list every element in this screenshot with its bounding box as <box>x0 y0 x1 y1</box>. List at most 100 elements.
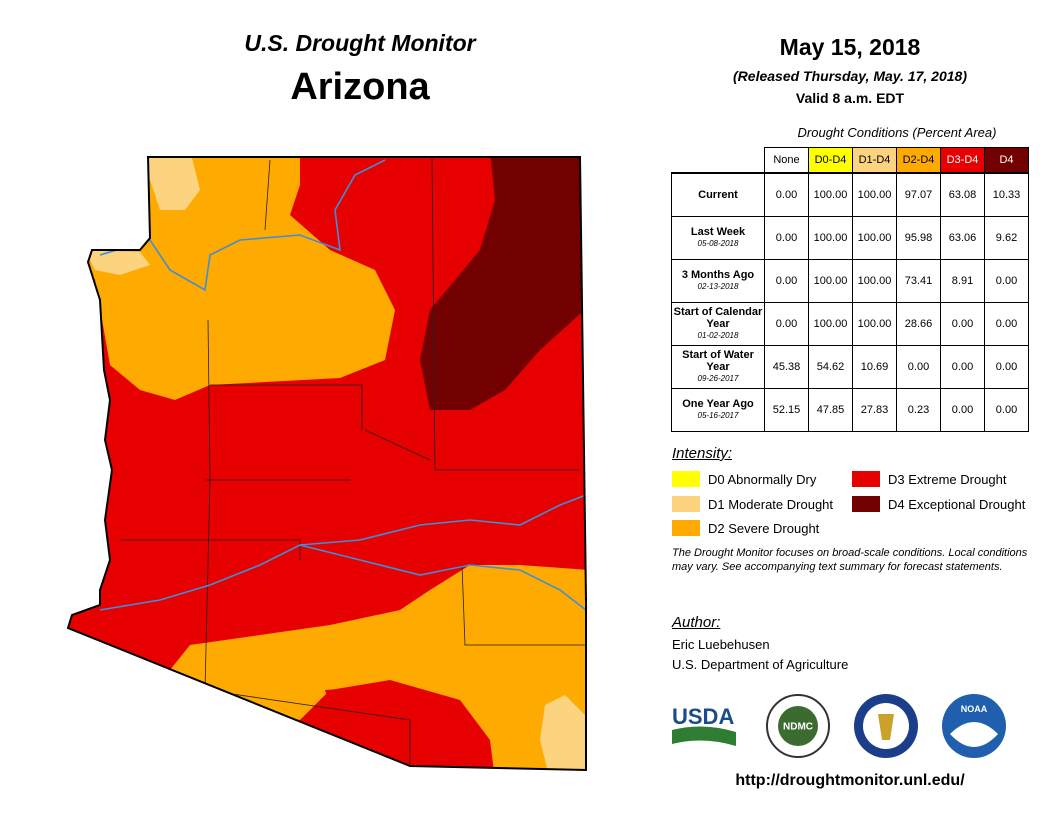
row-name: Last Week <box>690 226 746 238</box>
legend-swatch <box>852 496 880 512</box>
logos: USDA NDMC NOAA <box>672 694 1006 758</box>
ndmc-inner <box>778 706 818 746</box>
legend-swatch <box>852 471 880 487</box>
noaa-logo: NOAA <box>961 704 988 714</box>
value-cell: 100.00 <box>852 172 897 217</box>
value-cell: 45.38 <box>764 345 809 389</box>
header-row: None D0-D4 D1-D4 D2-D4 D3-D4 D4 <box>671 147 1029 174</box>
column-header: D4 <box>984 147 1029 174</box>
d1-area <box>85 250 150 275</box>
value-cell: 0.00 <box>764 259 809 303</box>
state-name: Arizona <box>290 66 430 108</box>
doc-shield <box>878 714 894 740</box>
author-title: Author: <box>672 614 721 631</box>
row-date: 05-16-2017 <box>697 411 739 420</box>
value-cell: 63.08 <box>940 172 985 217</box>
legend-swatch <box>672 520 700 536</box>
value-cell: 100.00 <box>808 216 853 260</box>
value-cell: 52.15 <box>764 388 809 432</box>
legend-label: D0 Abnormally Dry <box>708 471 817 487</box>
value-cell: 0.00 <box>764 172 809 217</box>
table-row: Last Week 05-08-2018 0.00 100.00 100.00 95.98… <box>671 216 1029 260</box>
table-caption: Drought Conditions (Percent Area) <box>797 125 997 140</box>
blank-cell <box>671 147 765 174</box>
value-cell: 100.00 <box>852 259 897 303</box>
usda-logo: USDA <box>672 704 734 729</box>
value-cell: 0.00 <box>984 302 1029 346</box>
legend-label: D1 Moderate Drought <box>708 496 834 512</box>
value-cell: 95.98 <box>896 216 941 260</box>
d2-area <box>170 565 586 770</box>
row-label: 3 Months Ago 02-13-2018 <box>671 259 765 303</box>
row-label: One Year Ago 05-16-2017 <box>671 388 765 432</box>
value-cell: 10.69 <box>852 345 897 389</box>
column-header: None <box>764 147 809 174</box>
value-cell: 28.66 <box>896 302 941 346</box>
table-row: 3 Months Ago 02-13-2018 0.00 100.00 100.00 73… <box>671 259 1029 303</box>
d2-area <box>80 157 395 400</box>
row-label: Start of Calendar Year 01-02-2018 <box>671 302 765 346</box>
row-label: Current <box>671 172 765 217</box>
legend-swatch <box>672 471 700 487</box>
row-name: Current <box>698 189 738 201</box>
legend-label: D4 Exceptional Drought <box>888 496 1026 512</box>
value-cell: 100.00 <box>808 259 853 303</box>
map-date: May 15, 2018 <box>779 34 921 60</box>
row-date: 02-13-2018 <box>697 282 739 291</box>
conditions-table: None D0-D4 D1-D4 D2-D4 D3-D4 D4 Current 0.00 100… <box>671 147 1029 432</box>
row-label: Start of Water Year 09-26-2017 <box>671 345 765 389</box>
value-cell: 100.00 <box>808 172 853 217</box>
value-cell: 0.00 <box>984 345 1029 389</box>
rivers <box>99 159 586 611</box>
legend-item: D3 Extreme Drought <box>852 471 1007 487</box>
intensity-title: Intensity: <box>672 445 733 462</box>
row-name: Start of Water Year <box>682 349 754 373</box>
value-cell: 0.00 <box>764 216 809 260</box>
legend-label: D2 Severe Drought <box>708 520 820 536</box>
value-cell: 10.33 <box>984 172 1029 217</box>
release-date: (Released Thursday, May. 17, 2018) <box>733 68 967 84</box>
map <box>66 156 587 772</box>
table-row: One Year Ago 05-16-2017 52.15 47.85 27.83 0.2… <box>671 388 1029 432</box>
legend-item: D2 Severe Drought <box>672 520 819 536</box>
value-cell: 47.85 <box>808 388 853 432</box>
column-header: D2-D4 <box>896 147 941 174</box>
value-cell: 8.91 <box>940 259 985 303</box>
legend-swatch <box>672 496 700 512</box>
value-cell: 100.00 <box>808 302 853 346</box>
table-row: Current 0.00 100.00 100.00 97.07 63.08 10.33 <box>671 172 1029 217</box>
legend-label: D3 Extreme Drought <box>888 471 1007 487</box>
row-label: Last Week 05-08-2018 <box>671 216 765 260</box>
value-cell: 0.00 <box>940 388 985 432</box>
usda-swoosh <box>672 726 736 746</box>
d1-area <box>140 157 200 210</box>
county-lines <box>120 157 586 766</box>
monitor-title: U.S. Drought Monitor <box>244 30 476 56</box>
row-date: 09-26-2017 <box>697 374 739 383</box>
legend-item: D1 Moderate Drought <box>672 496 833 512</box>
value-cell: 0.00 <box>984 388 1029 432</box>
note: The Drought Monitor focuses on broad-sca… <box>672 547 1028 573</box>
website-url: http://droughtmonitor.unl.edu/ <box>735 772 965 789</box>
value-cell: 63.06 <box>940 216 985 260</box>
d4-area <box>420 157 586 410</box>
row-date: 01-02-2018 <box>697 331 739 340</box>
value-cell: 0.00 <box>940 302 985 346</box>
column-header: D1-D4 <box>852 147 897 174</box>
value-cell: 0.00 <box>764 302 809 346</box>
author-name: Eric Luebehusen <box>672 637 770 652</box>
d1-area <box>540 695 586 770</box>
value-cell: 73.41 <box>896 259 941 303</box>
ndmc-logo: NDMC <box>783 722 813 733</box>
value-cell: 9.62 <box>984 216 1029 260</box>
author-org: U.S. Department of Agriculture <box>672 657 849 672</box>
legend-item: D4 Exceptional Drought <box>852 496 1025 512</box>
row-name: Start of Calendar Year <box>673 306 763 330</box>
row-date: 05-08-2018 <box>697 239 739 248</box>
column-header: D3-D4 <box>940 147 985 174</box>
row-name: 3 Months Ago <box>681 269 755 281</box>
value-cell: 0.00 <box>896 345 941 389</box>
value-cell: 0.23 <box>896 388 941 432</box>
row-name: One Year Ago <box>682 398 754 410</box>
value-cell: 97.07 <box>896 172 941 217</box>
